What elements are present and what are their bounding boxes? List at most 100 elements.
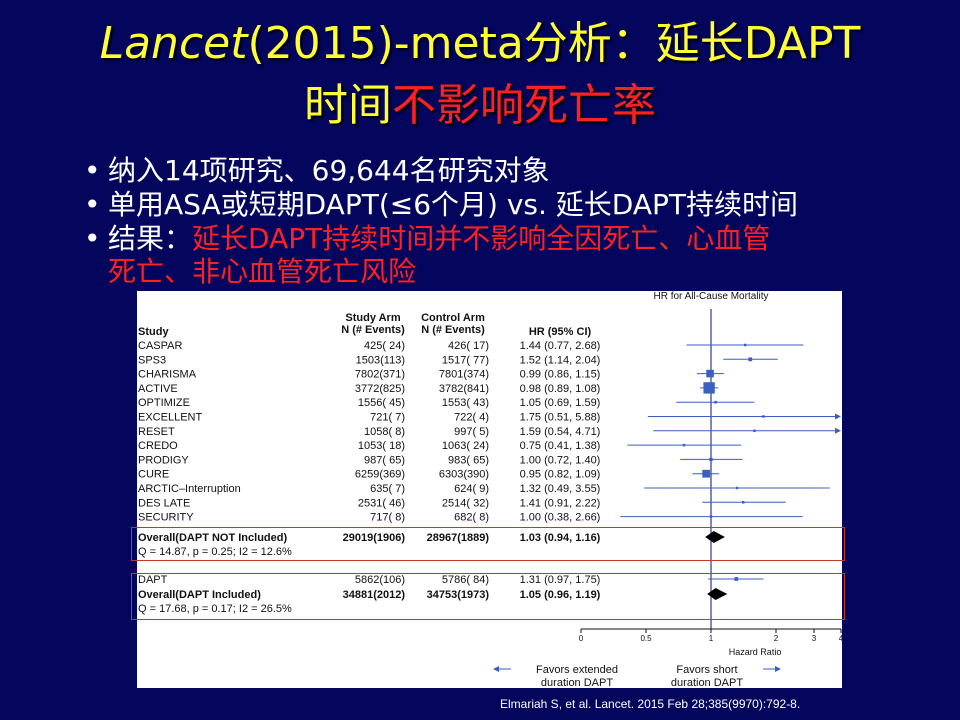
x-axis-tick-label: 2 (774, 634, 779, 643)
row-arm2-value: 6303(390) (439, 469, 489, 481)
row-arm2-value: 624( 9) (454, 483, 489, 495)
row-study-label: CURE (138, 469, 169, 481)
row-study-label: OPTIMIZE (138, 397, 190, 409)
row-arm2-value: 1063( 24) (442, 440, 489, 452)
row-hr-text: 1.32 (0.49, 3.55) (520, 483, 601, 495)
bullet-symbol: • (84, 188, 101, 221)
x-axis-label: Hazard Ratio (729, 647, 782, 657)
col-header-arm2-sub: N (# Events) (421, 324, 485, 336)
row-arm1-value: 717( 8) (370, 512, 405, 524)
row-hr-text: 1.59 (0.54, 4.71) (520, 426, 601, 438)
title-journal: Lancet (99, 18, 248, 69)
row-study-label: Overall(DAPT NOT Included) (138, 532, 287, 544)
row-arm1-value: 1058( 8) (364, 426, 405, 438)
row-arm2-value: 7801(374) (439, 369, 489, 381)
row-arm1-value: 425( 24) (364, 340, 405, 352)
row-hr-text: 1.00 (0.72, 1.40) (520, 454, 601, 466)
col-header-hr: HR (95% CI) (529, 326, 592, 338)
row-arm1-value: 6259(369) (355, 469, 405, 481)
bullet-continuation: 死亡、非心血管死亡风险 (108, 255, 417, 288)
row-arm1-value: 2531( 46) (358, 497, 405, 509)
row-arm1-value: 5862(106) (355, 574, 405, 586)
point-estimate (703, 382, 715, 394)
slide-subtitle: 时间不影响死亡率 (0, 80, 960, 132)
row-arm2-value: 426( 17) (448, 340, 489, 352)
row-study-label: Overall(DAPT Included) (138, 589, 261, 601)
row-arm1-value: 7802(371) (355, 369, 405, 381)
row-arm2-value: 1553( 43) (442, 397, 489, 409)
heterogeneity-incl: Q = 17.68, p = 0.17; I2 = 26.5% (138, 603, 292, 615)
row-hr-text: 1.05 (0.69, 1.59) (520, 397, 601, 409)
point-estimate (735, 486, 739, 490)
favors-right-arrow-head (775, 666, 781, 672)
bullet-item: • 纳入14项研究、69,644名研究对象 (84, 154, 944, 188)
bullet-item: • 单用ASA或短期DAPT(≤6个月) vs. 延长DAPT持续时间 (84, 188, 944, 222)
row-study-label: ARCTIC–Interruption (138, 483, 241, 495)
row-arm1-value: 635( 7) (370, 483, 405, 495)
forest-plot: HR for All-Cause Mortality Study Study Arm… (137, 291, 844, 689)
row-arm2-value: 5786( 84) (442, 574, 489, 586)
row-hr-text: 0.95 (0.82, 1.09) (520, 469, 601, 481)
heterogeneity-excl: Q = 14.87, p = 0.25; I2 = 12.6% (138, 546, 292, 558)
row-arm2-value: 3782(841) (439, 383, 489, 395)
row-study-label: CASPAR (138, 340, 182, 352)
row-hr-text: 1.31 (0.97, 1.75) (520, 574, 601, 586)
row-arm2-value: 983( 65) (448, 454, 489, 466)
subtitle-highlight: 不影响死亡率 (392, 80, 656, 131)
row-study-label: DAPT (138, 574, 168, 586)
x-axis-tick-label: 0.5 (640, 634, 652, 643)
subtitle-normal: 时间 (304, 80, 392, 131)
row-arm1-value: 987( 65) (364, 454, 405, 466)
bullet-text: 单用ASA或短期DAPT(≤6个月) vs. 延长DAPT持续时间 (108, 188, 799, 221)
point-estimate (753, 429, 756, 433)
slide-title: Lancet(2015)-meta分析：延长DAPT (0, 18, 960, 70)
point-estimate (682, 443, 686, 447)
ci-arrow (835, 427, 841, 434)
row-study-label: CHARISMA (138, 369, 197, 381)
favors-left-label: Favors extended (536, 664, 618, 676)
row-arm2-value: 34753(1973) (427, 589, 490, 601)
favors-right-label-2: duration DAPT (671, 677, 743, 688)
overall-incl-highlight-box (131, 573, 845, 620)
row-study-label: ACTIVE (138, 383, 178, 395)
row-study-label: SECURITY (138, 512, 194, 524)
point-estimate (748, 357, 753, 362)
bullet-symbol: • (84, 222, 101, 255)
row-arm1-value: 34881(2012) (343, 589, 406, 601)
title-rest: (2015)-meta分析：延长DAPT (247, 18, 861, 69)
point-estimate (734, 577, 739, 581)
point-estimate (741, 501, 745, 504)
chart-title: HR for All-Cause Mortality (653, 291, 768, 302)
row-arm1-value: 29019(1906) (343, 532, 406, 544)
citation: Elmariah S, et al. Lancet. 2015 Feb 28;3… (500, 697, 801, 711)
bullet-text: 纳入14项研究、69,644名研究对象 (108, 154, 550, 187)
col-header-arm2: Control Arm (421, 312, 485, 324)
row-arm1-value: 1556( 45) (358, 397, 405, 409)
point-estimate (709, 457, 713, 462)
bullet-list: • 纳入14项研究、69,644名研究对象 • 单用ASA或短期DAPT(≤6个月)… (84, 154, 944, 288)
x-axis-tick-label: 4 (839, 634, 842, 643)
row-study-label: SPS3 (138, 354, 166, 366)
row-hr-text: 0.75 (0.41, 1.38) (520, 440, 601, 452)
row-hr-text: 1.44 (0.77, 2.68) (520, 340, 601, 352)
row-arm2-value: 1517( 77) (442, 354, 489, 366)
row-hr-text: 1.00 (0.38, 2.66) (520, 512, 601, 524)
row-hr-text: 1.41 (0.91, 2.22) (520, 497, 601, 509)
row-study-label: RESET (138, 426, 175, 438)
bullet-result: 延长DAPT持续时间并不影响全因死亡、心血管 (192, 222, 771, 255)
forest-plot-svg: HR for All-Cause Mortality Study Study Arm… (138, 291, 844, 689)
row-hr-text: 0.99 (0.86, 1.15) (520, 369, 601, 381)
overall-excl-highlight-box (131, 527, 845, 561)
row-hr-text: 1.05 (0.96, 1.19) (520, 589, 601, 601)
row-arm1-value: 1503(113) (356, 354, 405, 366)
col-header-study: Study (138, 326, 169, 338)
row-arm2-value: 28967(1889) (427, 532, 490, 544)
x-axis-tick-label: 1 (709, 634, 714, 643)
row-arm1-value: 721( 7) (370, 412, 405, 424)
summary-diamond (705, 531, 725, 543)
point-estimate (743, 343, 747, 347)
row-arm2-value: 997( 5) (454, 426, 489, 438)
row-hr-text: 1.75 (0.51, 5.88) (520, 412, 601, 424)
point-estimate (702, 469, 711, 478)
row-study-label: DES LATE (138, 497, 190, 509)
